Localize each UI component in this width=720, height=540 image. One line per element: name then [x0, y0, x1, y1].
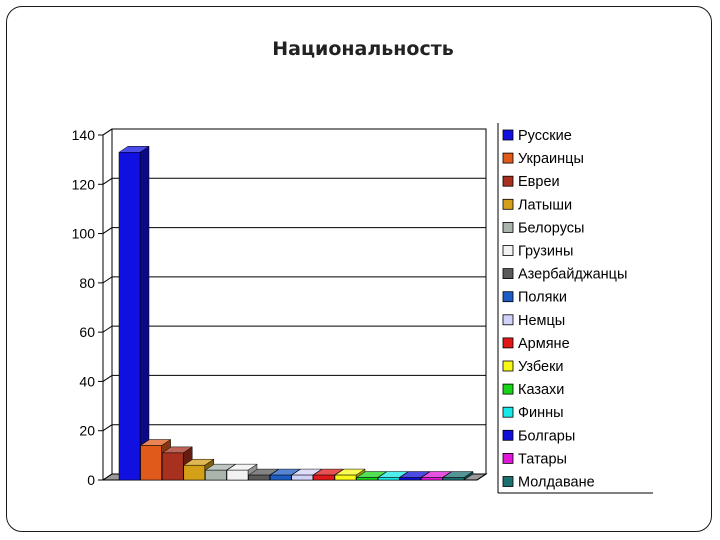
- y-tick-label: 80: [79, 275, 95, 291]
- legend-item: Финны: [502, 405, 564, 421]
- bar: [118, 145, 150, 481]
- bar: [442, 471, 474, 481]
- legend-label: Молдаване: [518, 475, 595, 491]
- y-tick-label: 60: [79, 324, 95, 340]
- legend-swatch: [502, 383, 514, 395]
- legend-item: Молдаване: [502, 475, 595, 491]
- legend-label: Финны: [518, 405, 564, 421]
- legend-item: Латыши: [502, 197, 572, 213]
- legend-label: Белорусы: [518, 220, 584, 236]
- y-tick-label: 140: [72, 127, 96, 143]
- legend-label: Русские: [518, 128, 572, 144]
- legend-swatch: [502, 429, 514, 441]
- y-tick-label: 40: [79, 373, 95, 389]
- legend-label: Латыши: [518, 197, 572, 213]
- legend-item: Белорусы: [502, 220, 584, 236]
- legend-swatch: [502, 221, 514, 233]
- legend-swatch: [502, 129, 514, 141]
- bars-layer: [118, 145, 474, 481]
- legend-item: Татары: [502, 451, 567, 467]
- legend: Русские Украинцы Евреи Латыши Белорусы Грузин…: [497, 123, 653, 494]
- legend-item: Армяне: [502, 336, 570, 352]
- legend-swatch: [502, 452, 514, 464]
- legend-swatch: [502, 314, 514, 326]
- legend-item: Поляки: [502, 290, 567, 306]
- legend-swatch: [502, 268, 514, 280]
- legend-item: Евреи: [502, 174, 560, 190]
- legend-item: Немцы: [502, 313, 565, 329]
- y-tick-labels: 0 20 40 60 80 100 120 140: [72, 127, 96, 488]
- legend-label: Армяне: [518, 336, 570, 352]
- legend-swatch: [502, 198, 514, 210]
- legend-label: Немцы: [518, 313, 565, 329]
- legend-swatch: [502, 175, 514, 187]
- legend-item: Украинцы: [502, 151, 584, 167]
- legend-label: Болгары: [518, 428, 575, 444]
- legend-item: Казахи: [502, 382, 564, 398]
- legend-swatch: [502, 406, 514, 418]
- legend-label: Узбеки: [518, 359, 564, 375]
- page-title: Национальность: [272, 38, 454, 60]
- legend-swatch: [502, 476, 514, 487]
- legend-label: Поляки: [518, 290, 567, 306]
- legend-label: Евреи: [518, 174, 560, 190]
- legend-swatch: [502, 360, 514, 372]
- legend-item: Узбеки: [502, 359, 564, 375]
- grid-layer: [101, 128, 488, 481]
- legend-label: Казахи: [518, 382, 564, 398]
- y-tick-label: 120: [72, 176, 96, 192]
- bar: [334, 468, 366, 481]
- legend-swatch: [502, 291, 514, 303]
- legend-label: Татары: [518, 451, 567, 467]
- y-tick-label: 100: [72, 226, 96, 242]
- legend-swatch: [502, 337, 514, 349]
- y-tick-label: 0: [87, 472, 95, 488]
- legend-item: Азербайджанцы: [502, 267, 627, 283]
- legend-item: Грузины: [502, 244, 573, 260]
- legend-item: Русские: [502, 128, 572, 144]
- legend-label: Украинцы: [518, 151, 584, 167]
- legend-item: Болгары: [502, 428, 575, 444]
- legend-swatch: [502, 152, 514, 164]
- legend-label: Грузины: [518, 244, 573, 260]
- legend-label: Азербайджанцы: [518, 267, 627, 283]
- legend-swatch: [502, 245, 514, 256]
- y-tick-label: 20: [79, 423, 95, 439]
